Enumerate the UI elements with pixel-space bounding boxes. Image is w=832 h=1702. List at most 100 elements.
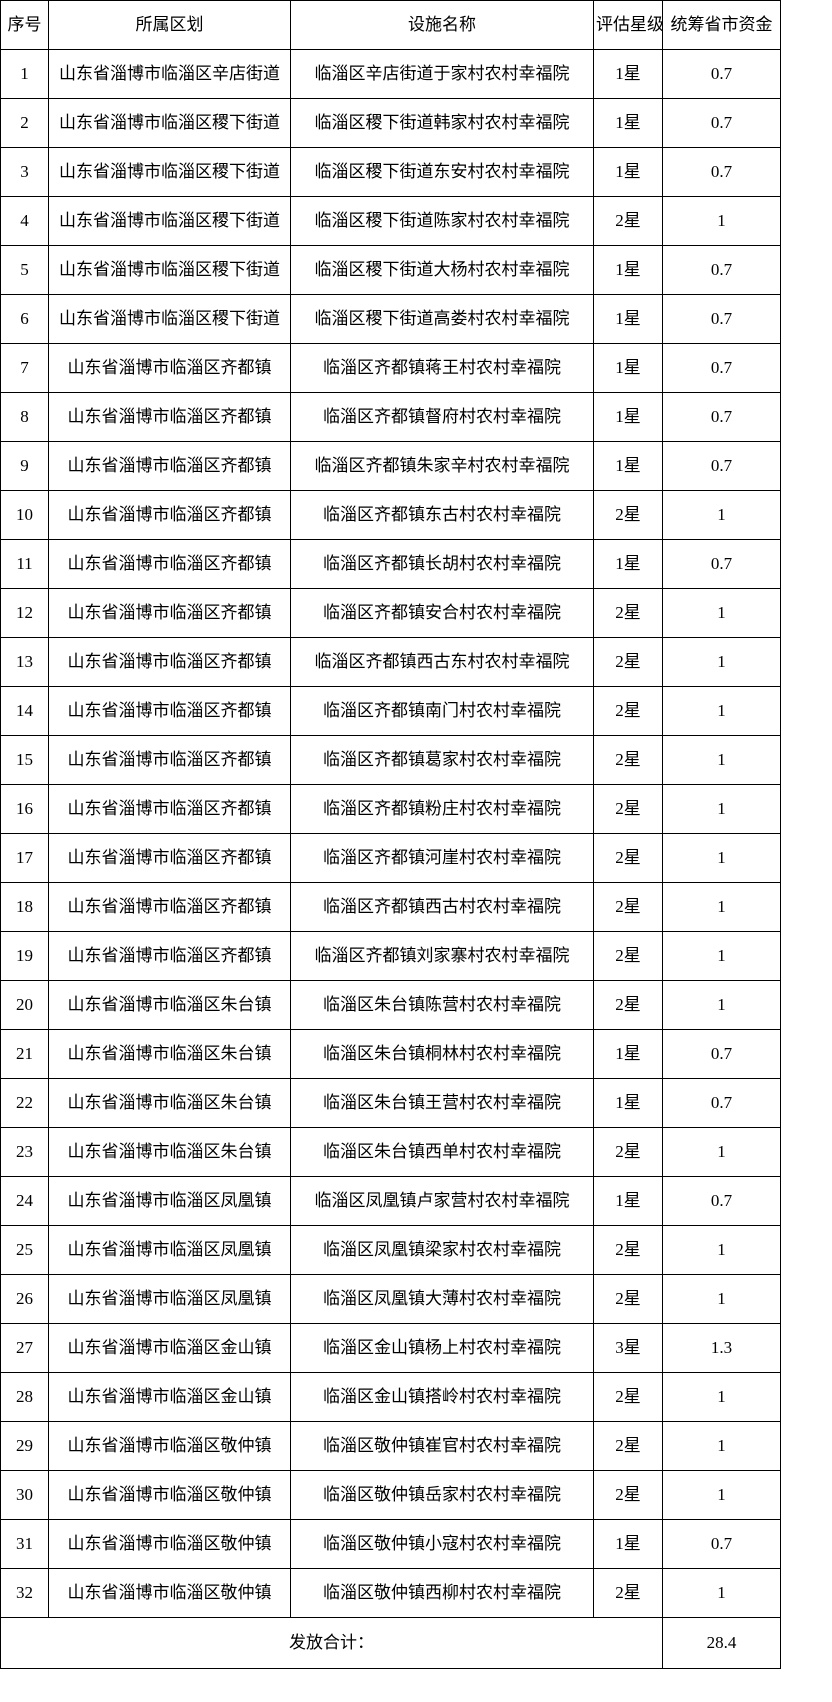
table-row: 28 山东省淄博市临淄区金山镇 临淄区金山镇搭岭村农村幸福院 2星 1 xyxy=(0,1372,781,1422)
table-row: 4 山东省淄博市临淄区稷下街道 临淄区稷下街道陈家村农村幸福院 2星 1 xyxy=(0,196,781,246)
cell-star-rating: 2星 xyxy=(593,1274,663,1324)
cell-funds: 1 xyxy=(662,784,781,834)
cell-district: 山东省淄博市临淄区稷下街道 xyxy=(48,294,291,344)
cell-facility: 临淄区齐都镇南门村农村幸福院 xyxy=(290,686,594,736)
cell-funds: 1 xyxy=(662,882,781,932)
cell-facility: 临淄区敬仲镇岳家村农村幸福院 xyxy=(290,1470,594,1520)
table-row: 27 山东省淄博市临淄区金山镇 临淄区金山镇杨上村农村幸福院 3星 1.3 xyxy=(0,1323,781,1373)
table-row: 22 山东省淄博市临淄区朱台镇 临淄区朱台镇王营村农村幸福院 1星 0.7 xyxy=(0,1078,781,1128)
cell-star-rating: 2星 xyxy=(593,637,663,687)
cell-district: 山东省淄博市临淄区齐都镇 xyxy=(48,931,291,981)
cell-district: 山东省淄博市临淄区朱台镇 xyxy=(48,1029,291,1079)
cell-district: 山东省淄博市临淄区敬仲镇 xyxy=(48,1470,291,1520)
cell-star-rating: 2星 xyxy=(593,490,663,540)
table-header: 序号 所属区划 设施名称 评估星级 统筹省市资金 xyxy=(0,0,781,50)
cell-serial: 9 xyxy=(0,441,49,491)
table-row: 6 山东省淄博市临淄区稷下街道 临淄区稷下街道高娄村农村幸福院 1星 0.7 xyxy=(0,294,781,344)
cell-star-rating: 2星 xyxy=(593,833,663,883)
cell-star-rating: 2星 xyxy=(593,1470,663,1520)
funds-table: 序号 所属区划 设施名称 评估星级 统筹省市资金 1 山东省淄博市临淄区辛店街道临… xyxy=(0,0,781,1669)
cell-funds: 0.7 xyxy=(662,1078,781,1128)
cell-serial: 15 xyxy=(0,735,49,785)
cell-serial: 25 xyxy=(0,1225,49,1275)
table-row: 24 山东省淄博市临淄区凤凰镇 临淄区凤凰镇卢家营村农村幸福院 1星 0.7 xyxy=(0,1176,781,1226)
cell-star-rating: 2星 xyxy=(593,1225,663,1275)
cell-star-rating: 2星 xyxy=(593,1568,663,1618)
table-row: 18 山东省淄博市临淄区齐都镇 临淄区齐都镇西古村农村幸福院 2星 1 xyxy=(0,882,781,932)
cell-funds: 0.7 xyxy=(662,441,781,491)
cell-district: 山东省淄博市临淄区稷下街道 xyxy=(48,98,291,148)
cell-serial: 29 xyxy=(0,1421,49,1471)
cell-district: 山东省淄博市临淄区齐都镇 xyxy=(48,784,291,834)
table-row: 5 山东省淄博市临淄区稷下街道 临淄区稷下街道大杨村农村幸福院 1星 0.7 xyxy=(0,245,781,295)
cell-funds: 0.7 xyxy=(662,539,781,589)
cell-star-rating: 2星 xyxy=(593,784,663,834)
cell-funds: 0.7 xyxy=(662,1176,781,1226)
cell-star-rating: 2星 xyxy=(593,196,663,246)
table-row: 15 山东省淄博市临淄区齐都镇 临淄区齐都镇葛家村农村幸福院 2星 1 xyxy=(0,735,781,785)
header-serial: 序号 xyxy=(0,0,49,50)
cell-star-rating: 1星 xyxy=(593,49,663,99)
cell-facility: 临淄区齐都镇督府村农村幸福院 xyxy=(290,392,594,442)
table-row: 11 山东省淄博市临淄区齐都镇 临淄区齐都镇长胡村农村幸福院 1星 0.7 xyxy=(0,539,781,589)
cell-facility: 临淄区敬仲镇小寇村农村幸福院 xyxy=(290,1519,594,1569)
cell-district: 山东省淄博市临淄区凤凰镇 xyxy=(48,1176,291,1226)
cell-facility: 临淄区朱台镇桐林村农村幸福院 xyxy=(290,1029,594,1079)
cell-star-rating: 2星 xyxy=(593,1372,663,1422)
table-row: 23 山东省淄博市临淄区朱台镇 临淄区朱台镇西单村农村幸福院 2星 1 xyxy=(0,1127,781,1177)
table-row: 31 山东省淄博市临淄区敬仲镇 临淄区敬仲镇小寇村农村幸福院 1星 0.7 xyxy=(0,1519,781,1569)
cell-facility: 临淄区稷下街道陈家村农村幸福院 xyxy=(290,196,594,246)
cell-funds: 0.7 xyxy=(662,1519,781,1569)
table-row: 3 山东省淄博市临淄区稷下街道 临淄区稷下街道东安村农村幸福院 1星 0.7 xyxy=(0,147,781,197)
cell-district: 山东省淄博市临淄区齐都镇 xyxy=(48,833,291,883)
cell-funds: 0.7 xyxy=(662,49,781,99)
cell-star-rating: 2星 xyxy=(593,588,663,638)
table-row: 12 山东省淄博市临淄区齐都镇 临淄区齐都镇安合村农村幸福院 2星 1 xyxy=(0,588,781,638)
cell-facility: 临淄区朱台镇陈营村农村幸福院 xyxy=(290,980,594,1030)
cell-funds: 1 xyxy=(662,1127,781,1177)
cell-district: 山东省淄博市临淄区凤凰镇 xyxy=(48,1274,291,1324)
cell-star-rating: 2星 xyxy=(593,686,663,736)
header-district: 所属区划 xyxy=(48,0,291,50)
cell-serial: 24 xyxy=(0,1176,49,1226)
cell-star-rating: 1星 xyxy=(593,343,663,393)
cell-facility: 临淄区凤凰镇大薄村农村幸福院 xyxy=(290,1274,594,1324)
table-row: 25 山东省淄博市临淄区凤凰镇 临淄区凤凰镇梁家村农村幸福院 2星 1 xyxy=(0,1225,781,1275)
cell-facility: 临淄区朱台镇西单村农村幸福院 xyxy=(290,1127,594,1177)
cell-serial: 1 xyxy=(0,49,49,99)
cell-district: 山东省淄博市临淄区齐都镇 xyxy=(48,490,291,540)
cell-district: 山东省淄博市临淄区敬仲镇 xyxy=(48,1568,291,1618)
cell-funds: 0.7 xyxy=(662,294,781,344)
cell-serial: 20 xyxy=(0,980,49,1030)
cell-star-rating: 2星 xyxy=(593,980,663,1030)
cell-district: 山东省淄博市临淄区朱台镇 xyxy=(48,1078,291,1128)
cell-serial: 27 xyxy=(0,1323,49,1373)
cell-facility: 临淄区朱台镇王营村农村幸福院 xyxy=(290,1078,594,1128)
cell-facility: 临淄区稷下街道大杨村农村幸福院 xyxy=(290,245,594,295)
cell-facility: 临淄区金山镇搭岭村农村幸福院 xyxy=(290,1372,594,1422)
cell-serial: 12 xyxy=(0,588,49,638)
cell-district: 山东省淄博市临淄区齐都镇 xyxy=(48,637,291,687)
cell-funds: 1 xyxy=(662,980,781,1030)
cell-star-rating: 2星 xyxy=(593,931,663,981)
cell-star-rating: 1星 xyxy=(593,539,663,589)
cell-serial: 6 xyxy=(0,294,49,344)
cell-serial: 14 xyxy=(0,686,49,736)
cell-facility: 临淄区敬仲镇西柳村农村幸福院 xyxy=(290,1568,594,1618)
cell-district: 山东省淄博市临淄区辛店街道 xyxy=(48,49,291,99)
cell-funds: 1 xyxy=(662,686,781,736)
cell-serial: 8 xyxy=(0,392,49,442)
cell-funds: 1 xyxy=(662,931,781,981)
cell-funds: 1 xyxy=(662,1421,781,1471)
cell-funds: 1 xyxy=(662,637,781,687)
table-row: 2 山东省淄博市临淄区稷下街道 临淄区稷下街道韩家村农村幸福院 1星 0.7 xyxy=(0,98,781,148)
cell-facility: 临淄区齐都镇朱家辛村农村幸福院 xyxy=(290,441,594,491)
cell-star-rating: 2星 xyxy=(593,882,663,932)
cell-star-rating: 2星 xyxy=(593,1127,663,1177)
cell-district: 山东省淄博市临淄区金山镇 xyxy=(48,1372,291,1422)
cell-serial: 28 xyxy=(0,1372,49,1422)
cell-star-rating: 1星 xyxy=(593,1029,663,1079)
cell-serial: 3 xyxy=(0,147,49,197)
cell-serial: 23 xyxy=(0,1127,49,1177)
cell-funds: 1 xyxy=(662,1372,781,1422)
